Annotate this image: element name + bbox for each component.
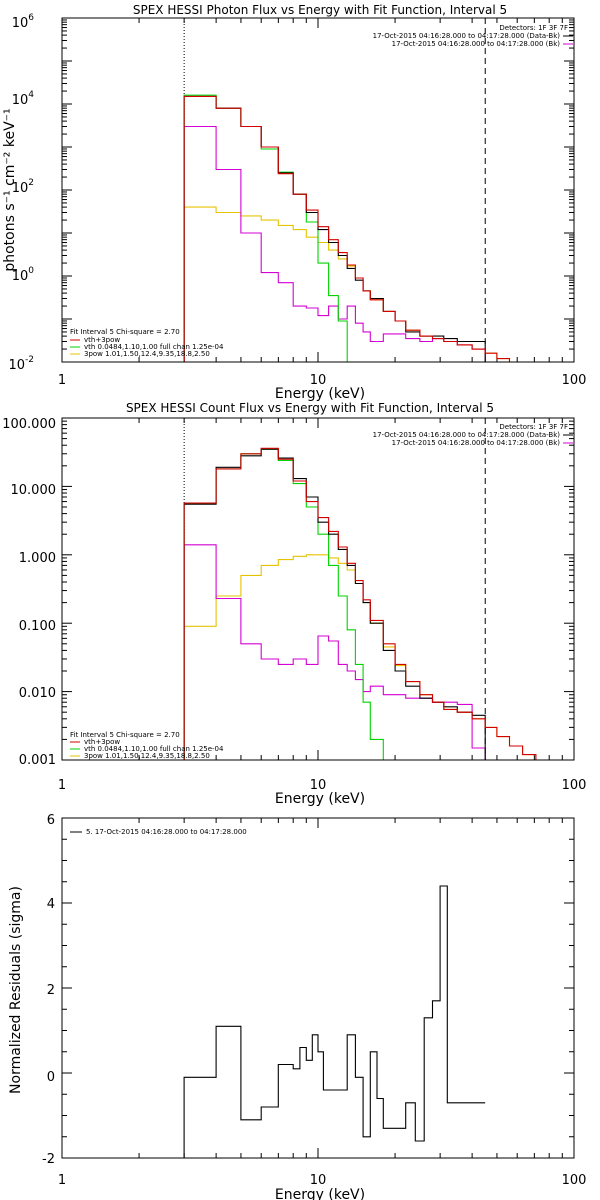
count-flux-data-line (183, 448, 486, 760)
residuals-legend-entry: 5. 17-Oct-2015 04:16:28.000 to 04:17:28.… (86, 828, 247, 836)
photon-flux-ytick-label: 106 (12, 13, 35, 31)
count-flux-fit-info: Fit Interval 5 Chi-square = 2.70 (70, 731, 180, 739)
residuals-xlabel: Energy (keV) (275, 1187, 365, 1200)
photon-flux-ylabel: photons s⁻¹ cm⁻² keV⁻¹ (2, 108, 18, 271)
photon-flux-legend-detectors: Detectors: 1F 3F 7F (499, 24, 568, 32)
count-flux-ytick-labels: 0.001 0.010 0.100 1.000 10.000 100.000 (2, 417, 56, 768)
photon-flux-xtick-label: 1 (58, 373, 66, 388)
count-flux-title: SPEX HESSI Count Flux vs Energy with Fit… (126, 401, 494, 415)
residuals-ytick-label: 4 (47, 897, 55, 912)
residuals-axis-ticks (61, 817, 575, 1159)
photon-flux-ytick-label: 102 (12, 178, 34, 196)
count-flux-xtick-label: 1 (58, 778, 66, 793)
count-flux-ytick-label: 1.000 (19, 551, 56, 566)
photon-flux-legend-entry: vth 0.0484,1.10,1.00 full chan 1.25e-04 (84, 343, 224, 351)
count-flux-legend-top: Detectors: 1F 3F 7F 17-Oct-2015 04:16:28… (373, 423, 573, 447)
photon-flux-background-line (183, 125, 486, 362)
residuals-ytick-label: 6 (47, 813, 55, 828)
count-flux-xtick-label: 100 (562, 778, 587, 793)
photon-flux-total-line (183, 95, 523, 363)
count-flux-total-line (183, 447, 550, 761)
count-flux-legend-entry: 3pow 1.01,1.50,12.4,9.35,18.8,2.50 (84, 752, 210, 760)
count-flux-series (183, 418, 550, 761)
count-flux-ytick-label: 10.000 (11, 483, 57, 498)
residuals-xtick-label: 10 (310, 1173, 327, 1188)
photon-flux-title: SPEX HESSI Photon Flux vs Energy with Fi… (133, 3, 507, 17)
photon-flux-legend-top: Detectors: 1F 3F 7F 17-Oct-2015 04:16:28… (373, 24, 573, 48)
photon-flux-frame (61, 17, 575, 363)
photon-flux-powerlaw-line (183, 206, 523, 363)
photon-flux-ytick-label: 10-2 (8, 355, 34, 373)
count-flux-ytick-label: 0.100 (19, 619, 56, 634)
residuals-series (183, 885, 486, 1158)
count-flux-xtick-label: 10 (310, 778, 327, 793)
count-flux-powerlaw-line (183, 554, 550, 761)
residuals-ytick-label: 0 (47, 1070, 55, 1085)
photon-flux-xlabel: Energy (keV) (275, 386, 365, 402)
count-flux-background-line (183, 544, 486, 760)
count-flux-panel: SPEX HESSI Count Flux vs Energy with Fit… (2, 401, 586, 807)
photon-flux-xtick-label: 10 (310, 373, 327, 388)
count-flux-xtick-labels: 1 10 100 (58, 778, 587, 793)
count-flux-legend-bottom: Fit Interval 5 Chi-square = 2.70 vth+3po… (70, 731, 224, 760)
residuals-panel: Normalized Residuals (sigma) Energy (keV… (8, 813, 586, 1200)
residuals-ytick-labels: -2 0 2 4 6 (42, 813, 55, 1167)
count-flux-legend-entry: vth+3pow (84, 738, 120, 746)
photon-flux-legend-bottom: Fit Interval 5 Chi-square = 2.70 vth+3po… (70, 328, 224, 358)
photon-flux-fit-info: Fit Interval 5 Chi-square = 2.70 (70, 328, 180, 336)
residuals-xtick-label: 100 (562, 1173, 587, 1188)
photon-flux-xtick-label: 100 (562, 373, 587, 388)
count-flux-ytick-label: 0.001 (19, 753, 56, 768)
photon-flux-panel: SPEX HESSI Photon Flux vs Energy with Fi… (2, 3, 586, 402)
photon-flux-ytick-labels: 10-2 100 102 104 106 (8, 13, 34, 373)
count-flux-legend-entry: 17-Oct-2015 04:16:28.000 to 04:17:28.000… (373, 431, 561, 439)
residuals-xtick-labels: 1 10 100 (58, 1173, 587, 1188)
photon-flux-legend-entry: 3pow 1.01,1.50,12.4,9.35,18.8,2.50 (84, 350, 210, 358)
count-flux-ytick-label: 100.000 (2, 417, 56, 432)
count-flux-legend-entry: 17-Oct-2015 04:16:28.000 to 04:17:28.000… (392, 439, 561, 447)
residuals-ytick-label: 2 (47, 983, 55, 998)
photon-flux-series (183, 18, 523, 363)
count-flux-legend-detectors: Detectors: 1F 3F 7F (499, 423, 568, 431)
count-flux-xlabel: Energy (keV) (275, 791, 365, 807)
photon-flux-legend-entry: 17-Oct-2015 04:16:28.000 to 04:17:28.000… (373, 32, 561, 40)
photon-flux-legend-entry: 17-Oct-2015 04:16:28.000 to 04:17:28.000… (392, 40, 561, 48)
count-flux-legend-entry: vth 0.0484,1.10,1.00 full chan 1.25e-04 (84, 745, 224, 753)
photon-flux-legend-entry: vth+3pow (84, 336, 120, 344)
photon-flux-data-line (183, 95, 486, 362)
count-flux-frame (61, 417, 575, 761)
photon-flux-ytick-label: 104 (12, 90, 35, 108)
count-flux-axis-ticks (61, 417, 575, 761)
residuals-legend: 5. 17-Oct-2015 04:16:28.000 to 04:17:28.… (70, 828, 247, 836)
residuals-xtick-label: 1 (58, 1173, 66, 1188)
photon-flux-xtick-labels: 1 10 100 (58, 373, 587, 388)
residuals-data-line (183, 885, 486, 1158)
residuals-ylabel: Normalized Residuals (sigma) (8, 886, 24, 1094)
count-flux-ytick-label: 0.010 (19, 686, 56, 701)
photon-flux-ytick-label: 100 (12, 266, 35, 284)
photon-flux-thermal-line (183, 94, 356, 363)
residuals-frame (61, 817, 575, 1159)
residuals-ytick-label: -2 (42, 1152, 55, 1167)
